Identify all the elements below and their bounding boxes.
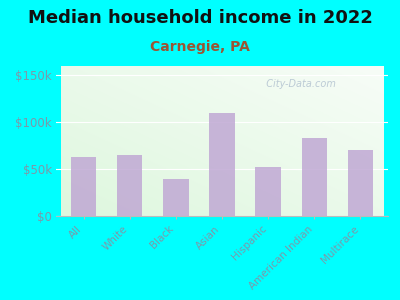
Text: Carnegie, PA: Carnegie, PA <box>150 40 250 55</box>
Bar <box>348 150 373 216</box>
Bar <box>209 113 235 216</box>
Bar <box>71 157 96 216</box>
Bar <box>117 155 142 216</box>
Text: City-Data.com: City-Data.com <box>260 79 336 89</box>
Bar <box>163 179 188 216</box>
Text: Median household income in 2022: Median household income in 2022 <box>28 9 372 27</box>
Bar <box>302 138 327 216</box>
Bar <box>256 167 281 216</box>
